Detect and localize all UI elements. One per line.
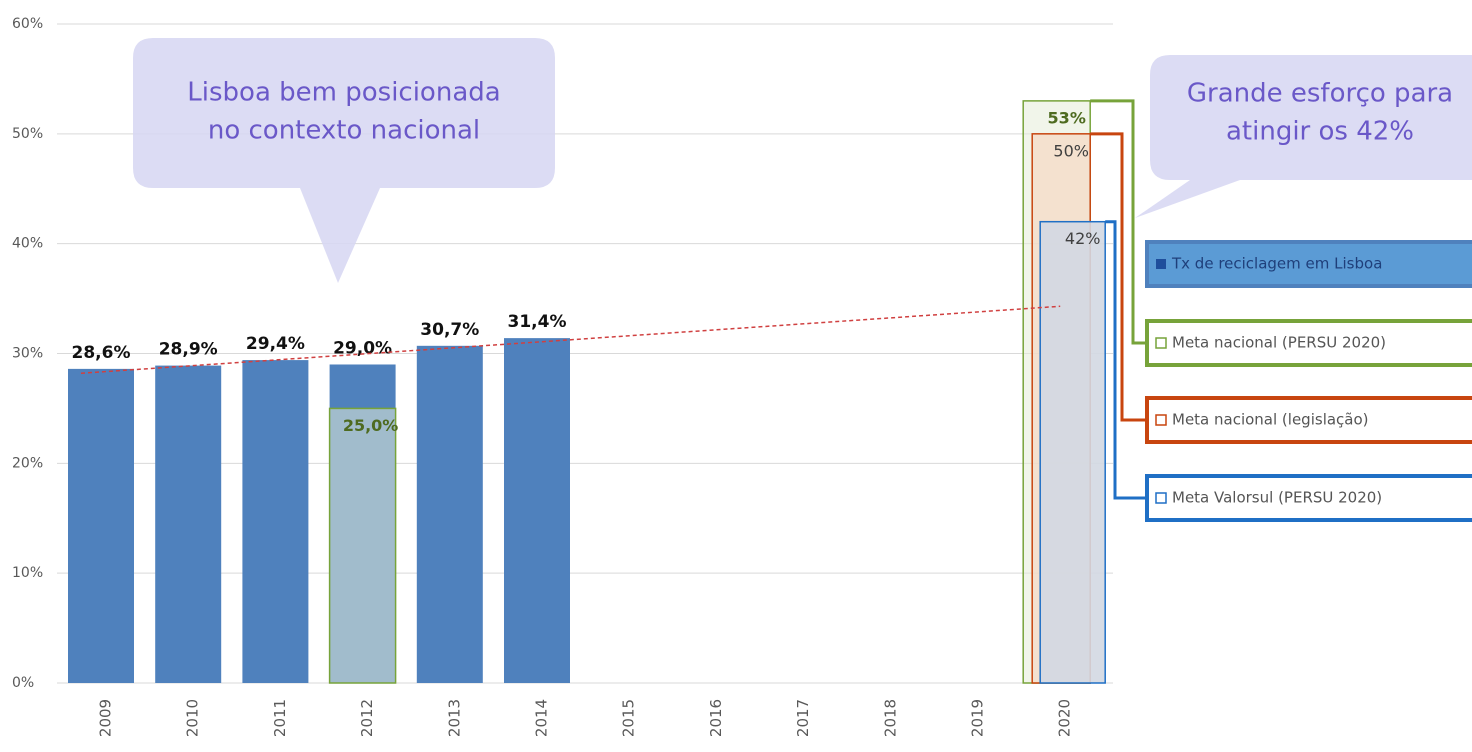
legend-swatch bbox=[1156, 259, 1166, 269]
legend-swatch bbox=[1155, 414, 1167, 426]
x-tick-label: 2010 bbox=[184, 699, 202, 737]
callout bbox=[1135, 55, 1472, 218]
legend-label: Meta nacional (legislação) bbox=[1172, 411, 1369, 429]
legend-box bbox=[1145, 396, 1472, 444]
bar bbox=[242, 360, 309, 683]
connector bbox=[1105, 220, 1147, 500]
x-tick-label: 2011 bbox=[271, 699, 289, 737]
bar bbox=[416, 345, 483, 683]
connector bbox=[1090, 132, 1147, 422]
x-tick-label: 2009 bbox=[97, 699, 115, 737]
legend-label: Tx de reciclagem em Lisboa bbox=[1171, 255, 1382, 273]
x-tick-label: 2018 bbox=[881, 699, 899, 737]
legend-box bbox=[1145, 240, 1472, 288]
value-label: 50% bbox=[1053, 141, 1089, 160]
value-label: 42% bbox=[1065, 229, 1101, 248]
annotation: no contexto nacional bbox=[208, 116, 480, 146]
connector bbox=[1090, 99, 1147, 345]
annotation: atingir os 42% bbox=[1226, 117, 1414, 147]
legend-label: Meta nacional (PERSU 2020) bbox=[1172, 334, 1386, 352]
y-tick-label: 60% bbox=[12, 16, 43, 32]
value-label: 31,4% bbox=[508, 312, 567, 332]
legend-swatch bbox=[1155, 492, 1167, 504]
value-label: 25,0% bbox=[343, 416, 399, 435]
value-label: 29,4% bbox=[246, 334, 305, 354]
x-tick-label: 2015 bbox=[620, 699, 638, 737]
value-label: 53% bbox=[1048, 108, 1086, 127]
x-tick-label: 2019 bbox=[969, 699, 987, 737]
annotation: Grande esforço para bbox=[1187, 79, 1453, 109]
x-tick-label: 2012 bbox=[358, 699, 376, 737]
bar bbox=[328, 407, 397, 684]
legend-label: Meta Valorsul (PERSU 2020) bbox=[1172, 489, 1382, 507]
y-tick-label: 30% bbox=[12, 346, 43, 362]
y-tick-label: 0% bbox=[12, 675, 34, 691]
trendline bbox=[80, 305, 1061, 375]
x-tick-label: 2016 bbox=[707, 699, 725, 737]
callout bbox=[133, 38, 555, 283]
x-tick-label: 2020 bbox=[1056, 699, 1074, 737]
y-tick-label: 20% bbox=[12, 455, 43, 471]
bar bbox=[68, 368, 134, 683]
bar bbox=[155, 365, 222, 683]
y-tick-label: 40% bbox=[12, 236, 43, 252]
annotation: Lisboa bem posicionada bbox=[187, 78, 500, 108]
y-tick-label: 10% bbox=[12, 565, 43, 581]
y-tick-label: 50% bbox=[12, 126, 43, 142]
legend-box bbox=[1145, 319, 1472, 367]
value-label: 28,9% bbox=[159, 340, 218, 360]
x-tick-label: 2017 bbox=[794, 699, 812, 737]
x-tick-label: 2014 bbox=[533, 699, 551, 737]
legend-swatch bbox=[1155, 337, 1167, 349]
value-label: 30,7% bbox=[420, 320, 479, 340]
x-tick-label: 2013 bbox=[445, 699, 463, 737]
bar bbox=[1039, 220, 1106, 684]
bar bbox=[504, 338, 570, 683]
value-label: 28,6% bbox=[72, 343, 131, 363]
